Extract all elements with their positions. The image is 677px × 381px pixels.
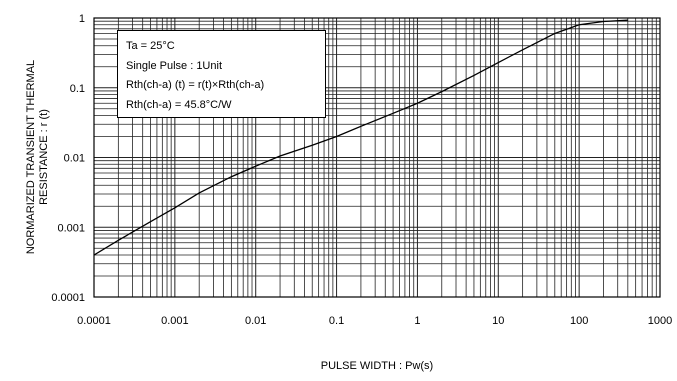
x-tick-labels: 0.0001 0.001 0.01 0.1 1 10 100 1000 (77, 315, 672, 327)
y-tick-label: 0.0001 (51, 292, 85, 304)
x-tick-label: 1 (414, 315, 420, 327)
y-tick-label: 0.01 (64, 153, 85, 165)
x-tick-label: 0.01 (245, 315, 266, 327)
y-tick-label: 0.1 (70, 83, 85, 95)
y-tick-labels: 1 0.1 0.01 0.001 0.0001 (51, 13, 85, 304)
x-axis-label: PULSE WIDTH : Pw(s) (320, 360, 434, 372)
series-line (93, 19, 628, 256)
annotation-box: Ta = 25°C Single Pulse : 1Unit Rth(ch-a)… (117, 30, 326, 118)
x-tick-label: 0.1 (329, 315, 344, 327)
x-tick-label: 0.001 (161, 315, 189, 327)
annotation-formula: Rth(ch-a) (t) = r(t)×Rth(ch-a) (126, 79, 265, 91)
x-tick-label: 1000 (648, 315, 672, 327)
x-tick-label: 0.0001 (77, 315, 111, 327)
annotation-single-pulse: Single Pulse : 1Unit (126, 59, 222, 72)
y-axis-label-line2: RESISTANCE : r (t) (38, 109, 50, 205)
x-tick-label: 100 (570, 315, 588, 327)
annotation-rth: Rth(ch-a) = 45.8°C/W (126, 98, 232, 111)
plot-frame (93, 17, 661, 298)
y-tick-label: 1 (79, 13, 85, 25)
x-tick-label: 10 (492, 315, 504, 327)
y-axis-label-line1: NORMARIZED TRANSIENT THERMAL (25, 59, 37, 255)
y-tick-label: 0.001 (57, 222, 85, 234)
annotation-ta: Ta = 25°C (126, 40, 175, 52)
